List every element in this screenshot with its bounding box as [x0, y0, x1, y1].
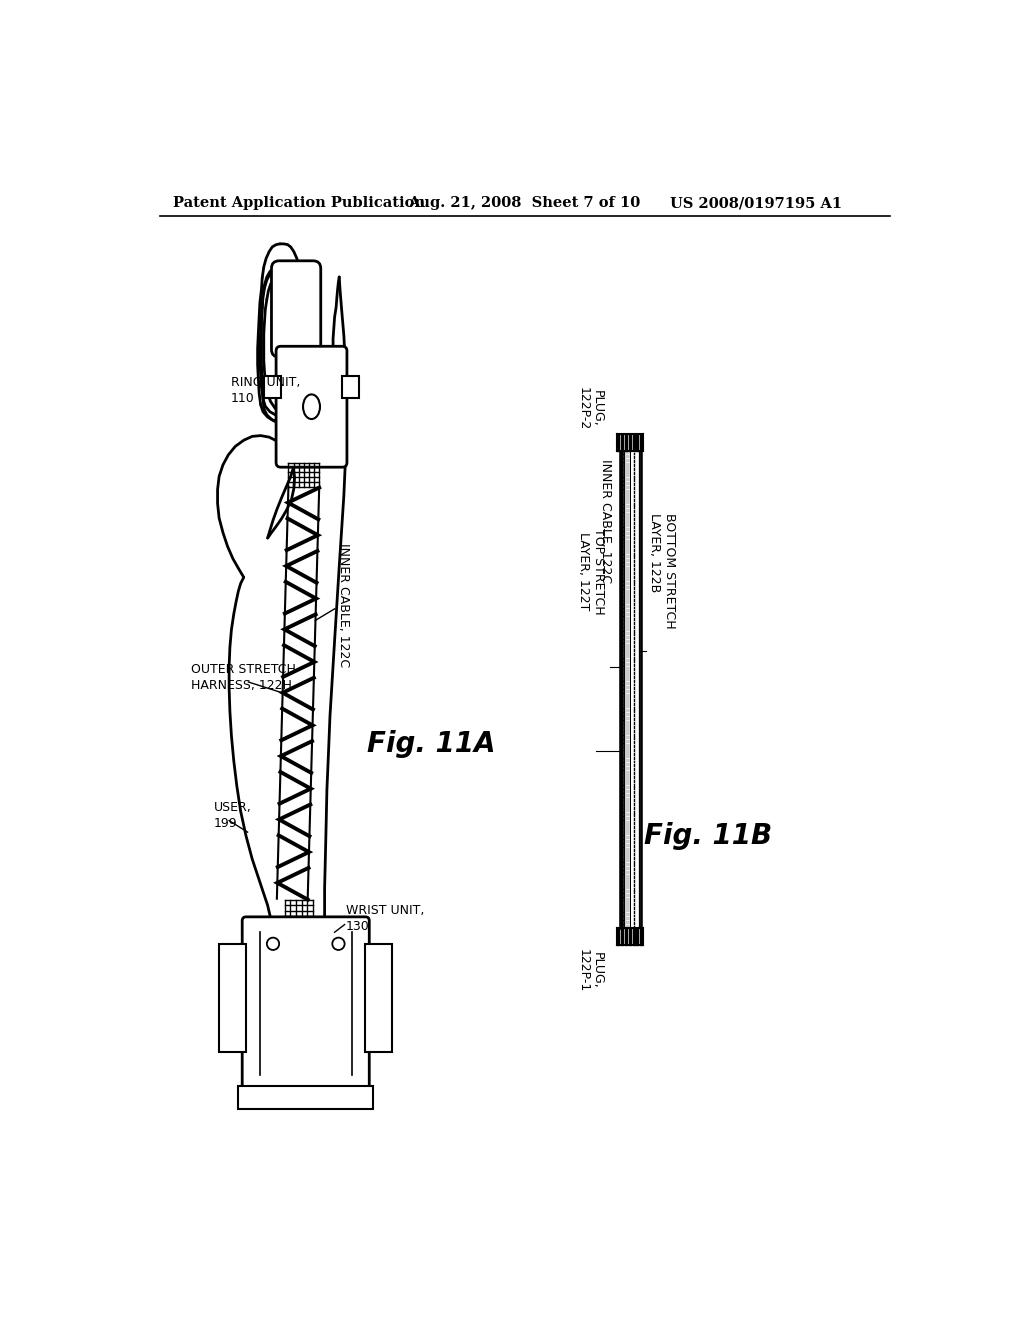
FancyBboxPatch shape — [276, 346, 347, 467]
Text: Aug. 21, 2008  Sheet 7 of 10: Aug. 21, 2008 Sheet 7 of 10 — [408, 197, 640, 210]
Text: TOP STRETCH
LAYER, 122T: TOP STRETCH LAYER, 122T — [577, 528, 605, 615]
FancyBboxPatch shape — [243, 917, 370, 1090]
Text: OUTER STRETCH
HARNESS, 122H: OUTER STRETCH HARNESS, 122H — [190, 663, 296, 692]
Ellipse shape — [303, 395, 319, 418]
Text: WRIST UNIT,
130: WRIST UNIT, 130 — [346, 904, 425, 933]
Text: Fig. 11A: Fig. 11A — [367, 730, 496, 758]
Text: RING UNIT,
110: RING UNIT, 110 — [230, 376, 300, 404]
Text: BOTTOM STRETCH
LAYER, 122B: BOTTOM STRETCH LAYER, 122B — [648, 512, 676, 628]
Text: USER,
199: USER, 199 — [214, 801, 252, 830]
Bar — [366, 944, 392, 1052]
Text: Patent Application Publication: Patent Application Publication — [173, 197, 425, 210]
Bar — [342, 376, 359, 397]
Text: Fig. 11B: Fig. 11B — [644, 822, 772, 850]
Bar — [264, 376, 281, 397]
Text: INNER CABLE, 122C: INNER CABLE, 122C — [337, 544, 350, 668]
Text: INNER CABLE, 122C: INNER CABLE, 122C — [599, 459, 612, 583]
Bar — [239, 1086, 373, 1109]
Bar — [219, 944, 246, 1052]
Text: US 2008/0197195 A1: US 2008/0197195 A1 — [670, 197, 842, 210]
Text: PLUG,
122P-2: PLUG, 122P-2 — [577, 387, 604, 430]
FancyBboxPatch shape — [271, 261, 321, 358]
Text: PLUG,
122P-1: PLUG, 122P-1 — [577, 949, 604, 993]
